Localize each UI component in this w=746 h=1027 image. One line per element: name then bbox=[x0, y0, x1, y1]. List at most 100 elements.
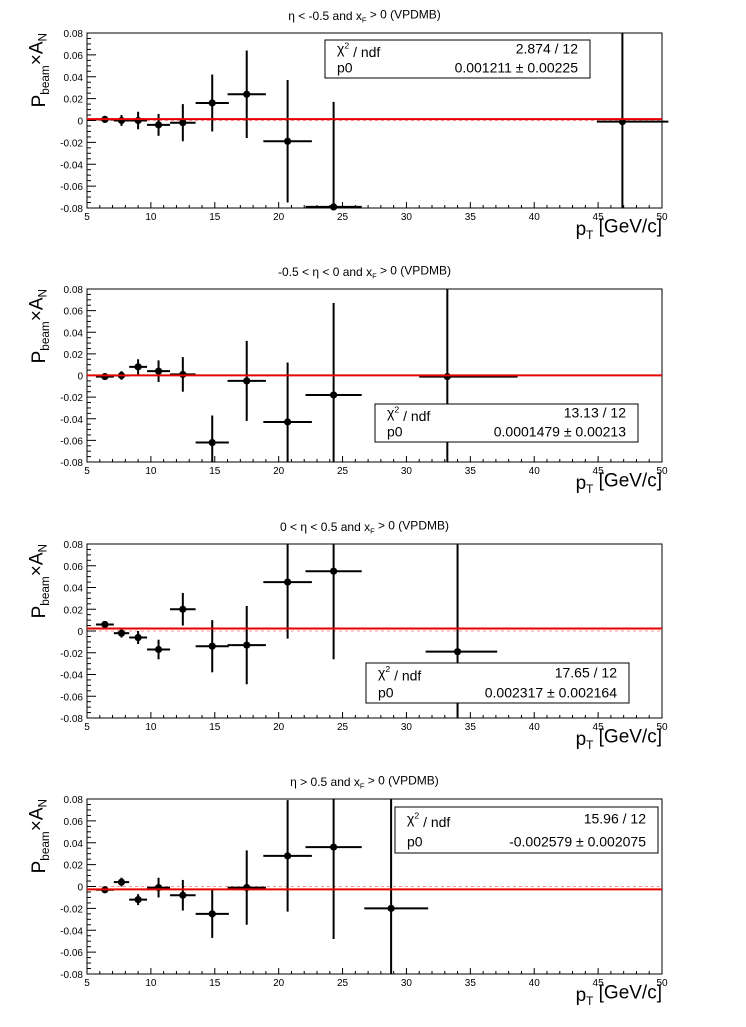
x-axis-label: pT [GeV/c] bbox=[576, 216, 662, 242]
data-marker bbox=[208, 99, 216, 107]
x-tick-label: 30 bbox=[401, 466, 413, 477]
data-point bbox=[147, 113, 171, 136]
y-tick-label: -0.04 bbox=[60, 160, 83, 171]
y-tick-label: 0.04 bbox=[64, 73, 84, 84]
y-tick-label: -0.04 bbox=[60, 926, 83, 937]
data-point bbox=[263, 362, 312, 462]
y-tick-label: 0 bbox=[77, 117, 83, 128]
x-axis-label: pT [GeV/c] bbox=[576, 982, 662, 1008]
y-tick-label: 0 bbox=[77, 372, 83, 383]
data-marker bbox=[117, 116, 126, 125]
data-point bbox=[170, 879, 196, 911]
stats-frame bbox=[374, 403, 639, 443]
data-marker bbox=[117, 878, 126, 886]
x-tick-label: 25 bbox=[337, 466, 349, 477]
data-point bbox=[195, 889, 229, 938]
data-point bbox=[113, 877, 130, 887]
x-tick-label: 40 bbox=[529, 212, 541, 223]
p0-label: p0 bbox=[407, 834, 423, 850]
x-tick-label: 45 bbox=[593, 978, 605, 989]
x-tick-label: 10 bbox=[145, 212, 157, 223]
chi2-value: 2.874 / 12 bbox=[516, 41, 578, 57]
y-tick-label: -0.08 bbox=[60, 204, 83, 215]
x-tick-label: 35 bbox=[465, 466, 477, 477]
y-tick-label: 0.04 bbox=[64, 839, 84, 850]
stats-box: χ2 / ndf 15.96 / 12 p0 -0.002579 ± 0.002075 bbox=[394, 806, 659, 854]
y-tick-label: -0.04 bbox=[60, 671, 83, 682]
x-tick-label: 5 bbox=[84, 722, 90, 733]
data-point bbox=[263, 544, 312, 639]
data-point bbox=[170, 104, 196, 142]
y-tick-label: -0.02 bbox=[60, 904, 83, 915]
p0-value: 0.001211 ± 0.00225 bbox=[455, 60, 579, 76]
chi2-label: χ2 / ndf bbox=[378, 664, 421, 683]
data-marker bbox=[330, 567, 338, 575]
y-tick-label: -0.08 bbox=[60, 458, 83, 469]
data-marker bbox=[284, 418, 292, 426]
x-tick-label: 15 bbox=[209, 466, 221, 477]
y-tick-label: 0.04 bbox=[64, 328, 84, 339]
chart-panel-3: 0 < η < 0.5 and xF > 0 (VPDMB) 5 10 15 20 25 3… bbox=[26, 518, 668, 752]
x-tick-label: 25 bbox=[337, 212, 349, 223]
y-tick-label: 0.06 bbox=[64, 51, 84, 62]
p0-value: 0.0001479 ± 0.00213 bbox=[494, 424, 626, 440]
data-point bbox=[129, 894, 148, 906]
x-tick-label: 20 bbox=[273, 212, 285, 223]
data-marker bbox=[208, 642, 216, 650]
data-point bbox=[129, 631, 148, 645]
p0-value: 0.002317 ± 0.002164 bbox=[485, 684, 617, 700]
x-axis-label: pT [GeV/c] bbox=[576, 470, 662, 496]
chart-panel-4: η > 0.5 and xF > 0 (VPDMB) 5 10 15 20 25 30 35 4… bbox=[26, 773, 668, 1008]
y-tick-label: -0.02 bbox=[60, 138, 83, 149]
data-point bbox=[170, 592, 196, 626]
y-tick-label: -0.08 bbox=[60, 970, 83, 981]
data-point bbox=[147, 360, 171, 382]
data-marker bbox=[117, 629, 126, 637]
x-tick-label: 50 bbox=[656, 978, 668, 989]
chi2-value: 13.13 / 12 bbox=[564, 405, 626, 421]
data-point bbox=[195, 415, 229, 462]
x-tick-label: 50 bbox=[656, 466, 668, 477]
chart-title: 0 < η < 0.5 and xF > 0 (VPDMB) bbox=[280, 518, 449, 535]
chi2-label: χ2 / ndf bbox=[337, 40, 380, 59]
data-point bbox=[113, 628, 130, 638]
data-point bbox=[305, 799, 362, 939]
y-tick-label: 0.08 bbox=[64, 285, 84, 296]
data-marker bbox=[179, 119, 187, 127]
y-tick-label: 0.02 bbox=[64, 605, 84, 616]
y-axis-label: Pbeam×AN bbox=[26, 544, 52, 618]
data-point bbox=[147, 639, 171, 660]
p0-label: p0 bbox=[337, 60, 353, 76]
data-marker bbox=[330, 391, 338, 399]
x-tick-label: 45 bbox=[593, 466, 605, 477]
y-tick-label: 0.02 bbox=[64, 350, 84, 361]
y-tick-label: -0.06 bbox=[60, 436, 83, 447]
x-axis-label: pT [GeV/c] bbox=[576, 726, 662, 752]
chi2-label: χ2 / ndf bbox=[387, 404, 430, 423]
data-marker bbox=[243, 641, 251, 649]
y-tick-label: 0.06 bbox=[64, 817, 84, 828]
y-tick-label: -0.04 bbox=[60, 415, 83, 426]
x-tick-label: 35 bbox=[465, 722, 477, 733]
data-point bbox=[263, 800, 312, 912]
x-tick-label: 10 bbox=[145, 978, 157, 989]
stats-frame bbox=[394, 806, 659, 854]
data-point bbox=[195, 74, 229, 132]
x-tick-label: 20 bbox=[273, 466, 285, 477]
data-marker bbox=[134, 116, 142, 125]
x-tick-label: 5 bbox=[84, 978, 90, 989]
y-axis-label: Pbeam×AN bbox=[26, 799, 52, 873]
x-tick-label: 5 bbox=[84, 466, 90, 477]
data-marker bbox=[154, 121, 163, 129]
data-marker bbox=[330, 843, 338, 851]
data-marker bbox=[179, 605, 187, 613]
y-axis-label: Pbeam×AN bbox=[26, 289, 52, 363]
data-marker bbox=[284, 137, 292, 145]
y-tick-label: -0.08 bbox=[60, 714, 83, 725]
x-tick-label: 20 bbox=[273, 978, 285, 989]
stats-box: χ2 / ndf 13.13 / 12 p0 0.0001479 ± 0.00213 bbox=[374, 403, 639, 443]
y-tick-label: 0.02 bbox=[64, 861, 84, 872]
y-tick-label: 0.08 bbox=[64, 29, 84, 40]
x-tick-label: 45 bbox=[593, 722, 605, 733]
p0-label: p0 bbox=[378, 684, 394, 700]
